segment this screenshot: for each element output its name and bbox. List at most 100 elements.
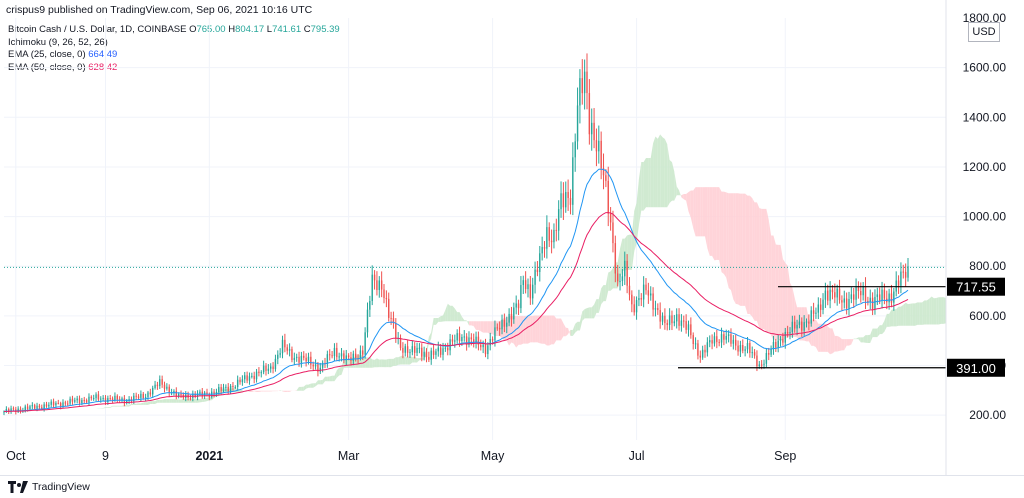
- ichimoku-cloud-segment: [389, 359, 391, 367]
- ichimoku-cloud-segment: [542, 316, 544, 344]
- candle-body: [789, 332, 790, 333]
- candle-body: [268, 369, 269, 371]
- ichimoku-cloud-segment: [438, 316, 440, 322]
- ichimoku-cloud-segment: [936, 297, 938, 324]
- ichimoku-cloud-segment: [455, 308, 457, 321]
- candle-body: [426, 352, 427, 357]
- ichimoku-cloud-segment: [917, 302, 919, 324]
- ichimoku-cloud-segment: [722, 192, 724, 274]
- candle-body: [499, 328, 500, 329]
- price-chart[interactable]: 200.00400.00600.00800.001000.001200.0014…: [0, 0, 1024, 475]
- candle-body: [584, 72, 585, 94]
- ichimoku-cloud-segment: [304, 385, 306, 391]
- ichimoku-cloud-segment: [113, 406, 115, 407]
- ichimoku-cloud-segment: [445, 304, 447, 321]
- candle-body: [157, 385, 158, 386]
- ichimoku-cloud-segment: [592, 305, 594, 319]
- currency-badge[interactable]: USD: [968, 22, 1000, 42]
- ichimoku-cloud-segment: [332, 376, 334, 381]
- candle-body: [707, 342, 708, 352]
- candle-body: [763, 364, 764, 365]
- ichimoku-cloud-segment: [724, 192, 726, 278]
- level-label: 717.55: [956, 280, 996, 295]
- candle-body: [284, 340, 285, 347]
- ichimoku-cloud-segment: [891, 309, 893, 326]
- candle-body: [218, 387, 219, 392]
- candle-body: [556, 230, 557, 231]
- ichimoku-cloud-segment: [929, 296, 931, 324]
- ichimoku-cloud-segment: [698, 187, 700, 236]
- candle-body: [721, 334, 722, 342]
- ichimoku-cloud-segment: [655, 136, 657, 207]
- ichimoku-cloud-segment: [604, 285, 606, 301]
- candle-body: [405, 346, 406, 352]
- ichimoku-cloud-segment: [391, 359, 393, 367]
- candle-body: [449, 339, 450, 350]
- ichimoku-cloud-segment: [481, 321, 483, 332]
- candle-body: [605, 175, 606, 181]
- ichimoku-cloud-segment: [153, 401, 155, 404]
- ichimoku-cloud-segment: [599, 288, 601, 313]
- ichimoku-cloud-segment: [452, 306, 454, 321]
- x-tick-label: Sep: [774, 449, 796, 463]
- candle-body: [690, 324, 691, 335]
- candle-body: [836, 289, 837, 298]
- candle-body: [180, 394, 181, 395]
- ichimoku-cloud-segment: [252, 391, 254, 392]
- tradingview-brand[interactable]: TradingView: [32, 481, 90, 493]
- ichimoku-cloud-segment: [261, 391, 263, 392]
- candle-body: [228, 387, 229, 391]
- ichimoku-cloud-segment: [490, 321, 492, 334]
- ichimoku-cloud-segment: [441, 315, 443, 322]
- candle-body: [622, 276, 623, 281]
- ichimoku-cloud-segment: [842, 339, 844, 350]
- ichimoku-cloud-segment: [146, 402, 148, 405]
- ichimoku-cloud-segment: [540, 316, 542, 344]
- ichimoku-cloud-segment: [478, 321, 480, 331]
- ichimoku-cloud-segment: [932, 296, 934, 324]
- candle-body: [723, 334, 724, 339]
- ichimoku-cloud-segment: [483, 321, 485, 332]
- candle-body: [865, 286, 866, 301]
- candle-body: [825, 291, 826, 300]
- ichimoku-cloud-segment: [861, 337, 863, 342]
- candle-body: [107, 398, 108, 402]
- ichimoku-cloud-segment: [323, 377, 325, 385]
- candle-body: [164, 385, 165, 389]
- ichimoku-cloud-segment: [840, 337, 842, 351]
- candle-body: [615, 243, 616, 273]
- candle-body: [253, 376, 254, 379]
- ichimoku-cloud-segment: [313, 383, 315, 387]
- candle-body: [246, 375, 247, 380]
- candle-body: [820, 304, 821, 309]
- candle-body: [629, 286, 630, 295]
- candle-body: [704, 350, 705, 353]
- ichimoku-cloud-segment: [589, 307, 591, 318]
- ichimoku-cloud-segment: [825, 324, 827, 352]
- ichimoku-cloud-segment: [729, 193, 731, 290]
- ichimoku-cloud-segment: [658, 134, 660, 207]
- y-tick-label: 200.00: [969, 408, 1006, 422]
- candle-body: [25, 406, 26, 410]
- ichimoku-cloud-segment: [337, 368, 339, 378]
- candle-body: [702, 350, 703, 358]
- ichimoku-cloud-segment: [561, 319, 563, 341]
- candle-body: [834, 292, 835, 297]
- candle-body: [768, 353, 769, 355]
- candle-body: [379, 280, 380, 290]
- ichimoku-cloud-segment: [462, 317, 464, 321]
- candle-body: [895, 280, 896, 291]
- candle-body: [79, 399, 80, 404]
- ichimoku-cloud-segment: [327, 376, 329, 381]
- ichimoku-cloud-segment: [382, 359, 384, 367]
- ichimoku-cloud-segment: [660, 134, 662, 207]
- ichimoku-cloud-segment: [927, 299, 929, 325]
- candle-body: [870, 298, 871, 302]
- level-label: 391.00: [956, 361, 996, 376]
- ichimoku-cloud-segment: [663, 137, 665, 207]
- ichimoku-cloud-segment: [160, 400, 162, 403]
- ichimoku-cloud-segment: [738, 193, 740, 306]
- ichimoku-cloud-segment: [896, 307, 898, 327]
- candle-body: [308, 357, 309, 362]
- ichimoku-cloud-segment: [762, 209, 764, 329]
